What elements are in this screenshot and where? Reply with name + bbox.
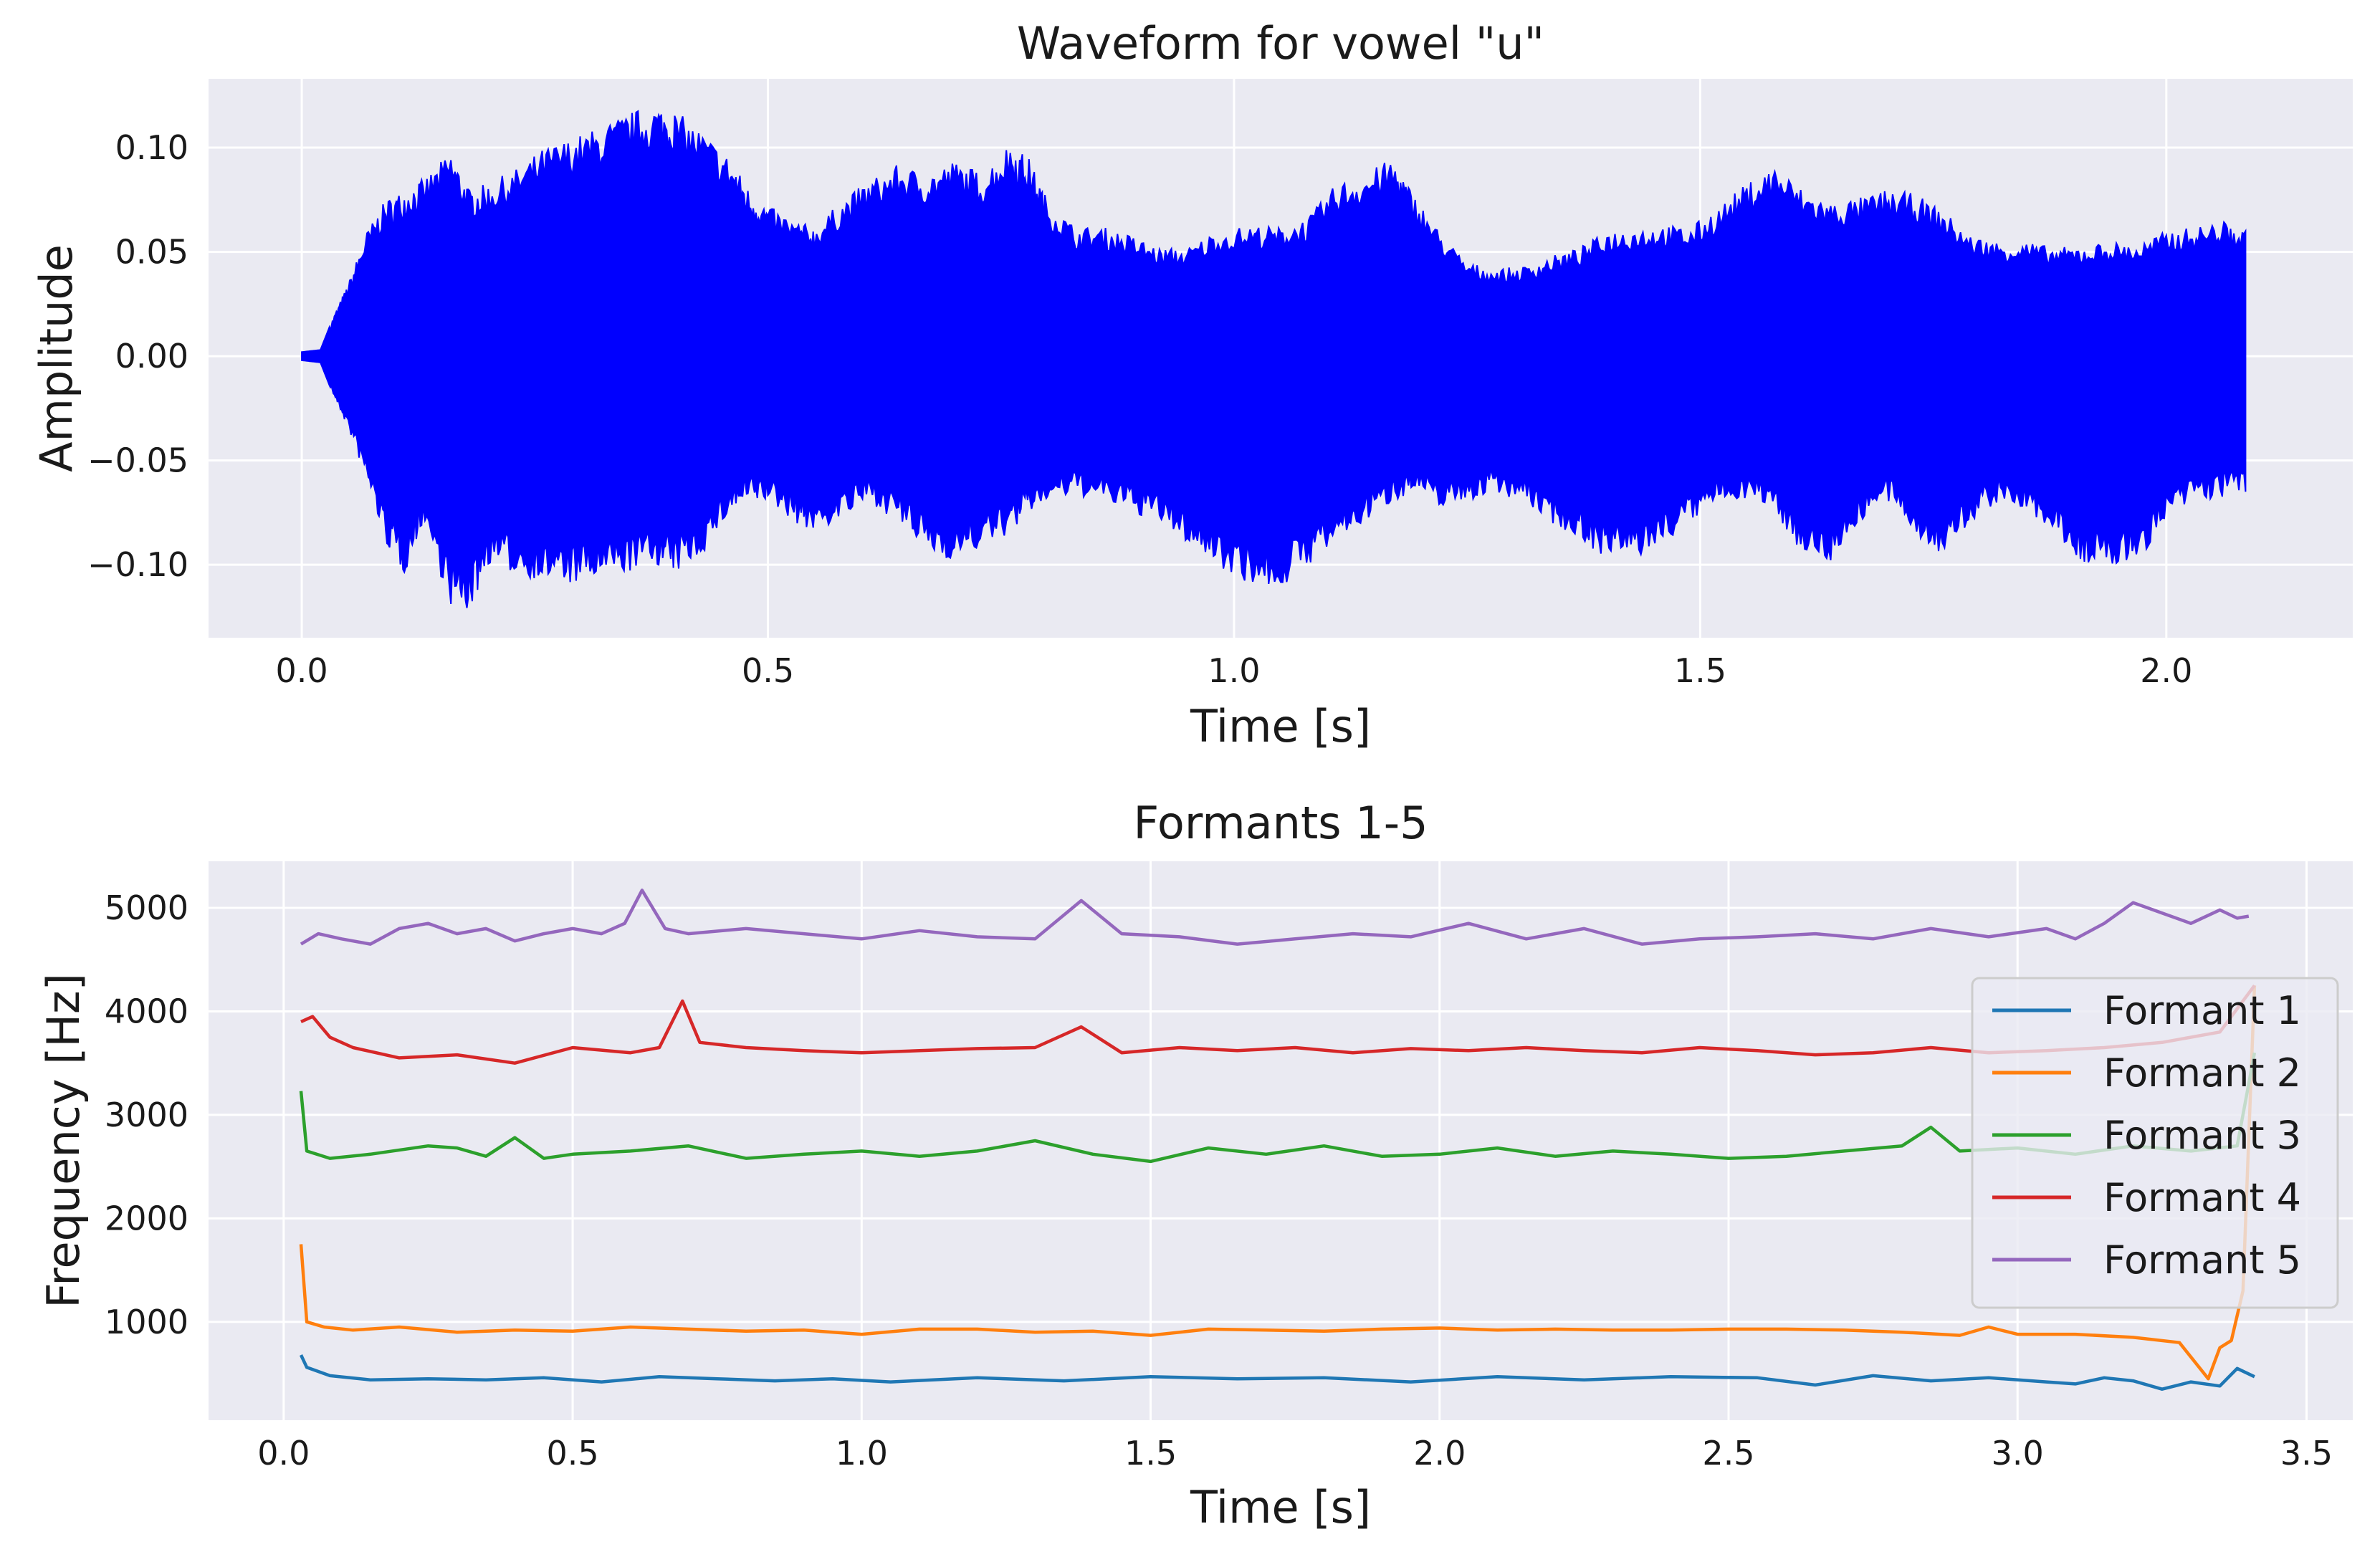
- waveform-chart: 0.0 0.5 1.0 1.5 2.0 −0.10 −0.05 0.00 0.05 0.10 W…: [30, 17, 2353, 752]
- x-tick-label: 0.0: [276, 651, 328, 690]
- x-tick-label: 1.0: [1208, 651, 1260, 690]
- formants-chart: 0.0 0.5 1.0 1.5 2.0 2.5 3.0 3.5 1000 2000 3000 400…: [37, 797, 2353, 1533]
- y-tick-label: −0.05: [87, 441, 188, 480]
- waveform-x-axis-label: Time [s]: [1190, 700, 1371, 752]
- x-tick-label: 0.0: [257, 1434, 310, 1472]
- legend-label: Formant 5: [2103, 1237, 2301, 1283]
- formants-legend: Formant 1 Formant 2 Formant 3 Formant 4 Form…: [1971, 977, 2339, 1309]
- y-tick-label: 3000: [105, 1096, 188, 1134]
- y-tick-label: 1000: [105, 1303, 188, 1341]
- y-tick-label: 0.10: [115, 128, 188, 167]
- legend-label: Formant 4: [2103, 1175, 2301, 1220]
- legend-label: Formant 3: [2103, 1113, 2301, 1158]
- y-tick-label: 2000: [105, 1199, 188, 1237]
- formants-x-ticks: 0.0 0.5 1.0 1.5 2.0 2.5 3.0 3.5: [257, 1434, 2333, 1472]
- waveform-x-ticks: 0.0 0.5 1.0 1.5 2.0: [276, 651, 2193, 690]
- waveform-envelope: [301, 110, 2247, 608]
- x-tick-label: 1.5: [1124, 1434, 1177, 1472]
- waveform-title: Waveform for vowel "u": [1017, 17, 1544, 70]
- formant-3-line: [299, 1052, 2257, 1164]
- y-tick-label: −0.10: [87, 545, 188, 584]
- x-tick-label: 2.0: [1413, 1434, 1466, 1472]
- waveform-y-axis-label: Amplitude: [30, 244, 82, 472]
- y-tick-label: 0.05: [115, 233, 188, 272]
- formants-series: [299, 889, 2257, 1391]
- x-tick-label: 0.5: [546, 1434, 598, 1472]
- formant-1-line: [299, 1354, 2255, 1391]
- formants-x-axis-label: Time [s]: [1190, 1481, 1371, 1533]
- x-tick-label: 2.5: [1702, 1434, 1754, 1472]
- y-tick-label: 0.00: [115, 337, 188, 375]
- formant-2-line: [299, 985, 2257, 1381]
- formant-5-line: [300, 889, 2250, 946]
- legend-box: [1971, 977, 2339, 1309]
- x-tick-label: 1.5: [1674, 651, 1726, 690]
- formants-y-ticks: 1000 2000 3000 4000 5000: [105, 889, 188, 1341]
- x-tick-label: 0.5: [742, 651, 794, 690]
- x-tick-label: 3.0: [1992, 1434, 2044, 1472]
- formant-4-line: [300, 984, 2256, 1065]
- waveform-series: [301, 110, 2247, 608]
- formants-title: Formants 1-5: [1133, 797, 1428, 849]
- legend-label: Formant 2: [2103, 1050, 2301, 1096]
- waveform-y-ticks: −0.10 −0.05 0.00 0.05 0.10: [87, 128, 188, 584]
- y-tick-label: 5000: [105, 889, 188, 927]
- y-tick-label: 4000: [105, 992, 188, 1030]
- x-tick-label: 3.5: [2280, 1434, 2333, 1472]
- formants-y-axis-label: Frequency [Hz]: [37, 973, 90, 1308]
- x-tick-label: 1.0: [836, 1434, 888, 1472]
- legend-label: Formant 1: [2103, 988, 2301, 1033]
- x-tick-label: 2.0: [2140, 651, 2192, 690]
